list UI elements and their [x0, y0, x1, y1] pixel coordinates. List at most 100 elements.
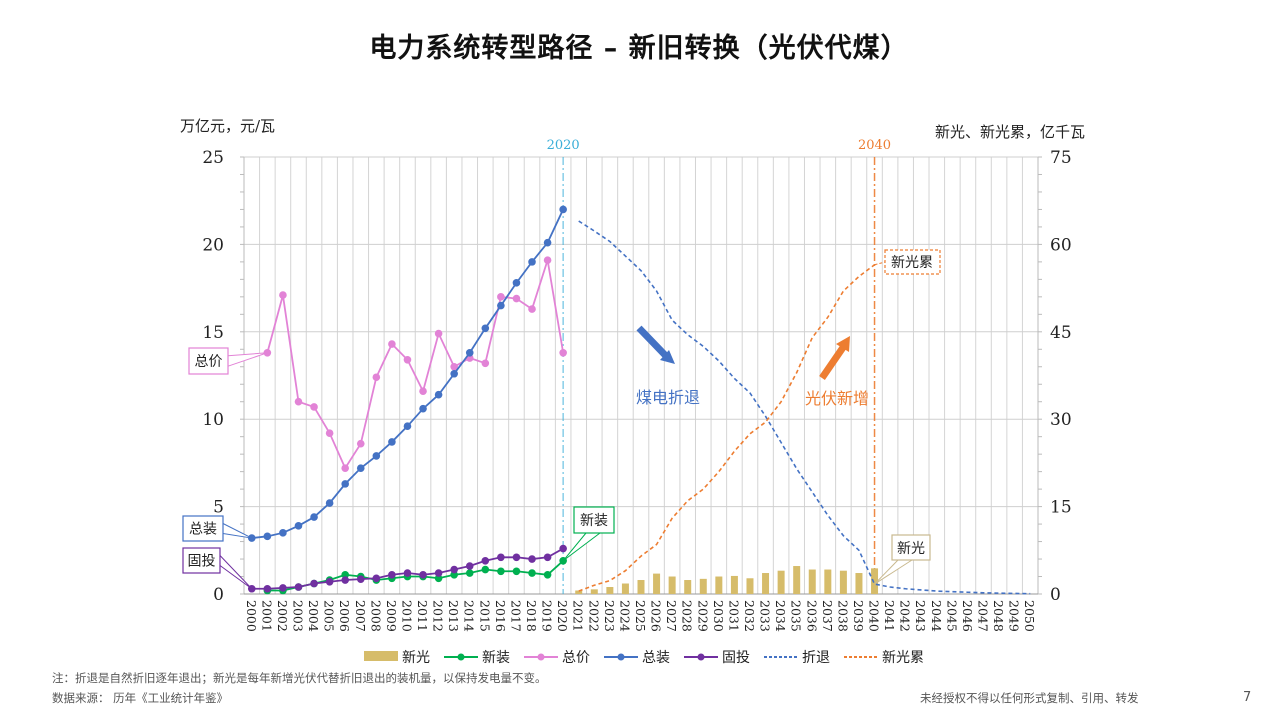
callout-pointer-固投 [219, 555, 253, 590]
data-point-固投 [372, 574, 381, 583]
data-point-总装 [325, 499, 334, 507]
series-line-折退 [578, 220, 1031, 595]
legend-swatch-新光 [364, 651, 398, 661]
callout-box-新光累 [884, 249, 941, 275]
legend-marker-固投 [697, 653, 705, 661]
pv-growth-arrow [819, 344, 847, 380]
data-point-总装 [528, 258, 536, 266]
data-point-固投 [263, 584, 272, 593]
legend-marker-总价 [537, 653, 545, 661]
bar-新光 [590, 589, 598, 594]
data-point-固投 [543, 553, 552, 562]
x-tick-label: 2037 [820, 600, 835, 632]
callout-pointer-新装 [562, 532, 601, 562]
bar-新光 [653, 573, 661, 594]
data-point-固投 [341, 576, 349, 584]
data-point-固投 [279, 584, 287, 592]
x-tick-label: 2003 [290, 600, 305, 632]
right-axis-tick-label: 45 [1050, 323, 1072, 343]
x-tick-label: 2038 [835, 600, 850, 632]
legend-label-总装: 总装 [642, 650, 670, 666]
x-tick-label: 2016 [493, 600, 508, 632]
callout-label-总价: 总价 [195, 354, 223, 370]
legend-label-总价: 总价 [562, 650, 590, 666]
bar-新光 [715, 576, 723, 594]
data-point-新装 [450, 570, 458, 579]
data-point-总装 [543, 238, 552, 247]
data-point-固投 [434, 569, 443, 577]
x-tick-label: 2039 [851, 600, 866, 632]
data-point-固投 [481, 556, 490, 565]
coal-decline-label: 煤电折退 [636, 388, 700, 407]
data-point-固投 [325, 577, 334, 586]
x-tick-label: 2043 [913, 600, 928, 632]
coal-decline-arrowhead [660, 350, 675, 364]
legend-label-新光: 新光 [402, 650, 430, 666]
x-tick-label: 2045 [944, 600, 959, 632]
x-tick-label: 2023 [602, 600, 617, 632]
data-point-总装 [388, 438, 396, 446]
bar-新光 [621, 583, 629, 594]
callout-label-固投: 固投 [188, 554, 216, 570]
callout-box-总装 [182, 515, 224, 542]
data-point-总装 [372, 452, 381, 460]
data-point-总装 [356, 464, 365, 472]
x-tick-label: 2035 [789, 600, 804, 632]
data-point-总价 [388, 340, 396, 348]
x-tick-label: 2047 [976, 600, 991, 632]
data-point-总装 [341, 480, 349, 488]
x-tick-label: 2044 [929, 600, 944, 632]
data-point-总价 [356, 439, 365, 448]
callout-box-总价 [188, 347, 229, 375]
bar-新光 [839, 570, 847, 594]
x-tick-label: 2036 [804, 600, 819, 632]
x-tick-label: 2042 [898, 600, 913, 632]
data-point-固投 [294, 583, 303, 591]
bar-新光 [730, 575, 738, 594]
left-axis-tick-label: 15 [202, 323, 224, 343]
left-axis-tick-label: 10 [202, 410, 224, 430]
x-tick-label: 2032 [742, 600, 757, 632]
data-point-新装 [481, 565, 490, 574]
data-point-总装 [263, 532, 272, 541]
data-point-新装 [465, 569, 474, 577]
x-tick-label: 2031 [726, 600, 741, 632]
callout-label-新光: 新光 [897, 541, 925, 557]
pv-growth-label: 光伏新增 [805, 389, 869, 408]
x-tick-label: 2025 [633, 600, 648, 632]
data-point-新装 [528, 569, 536, 577]
data-point-固投 [528, 555, 536, 563]
x-tick-label: 2014 [462, 600, 477, 632]
data-point-总价 [341, 464, 349, 472]
callout-pointer-总装 [222, 523, 253, 539]
data-source: 数据来源： 历年《工业统计年鉴》 [52, 691, 229, 705]
data-point-固投 [559, 544, 567, 553]
x-tick-label: 2017 [508, 600, 523, 632]
x-tick-label: 2006 [337, 600, 352, 632]
x-tick-label: 2009 [384, 600, 399, 632]
data-point-固投 [356, 575, 365, 583]
x-tick-label: 2004 [306, 600, 321, 632]
callout-label-新装: 新装 [580, 513, 608, 529]
data-point-固投 [403, 569, 412, 577]
data-point-总装 [403, 422, 412, 430]
bar-新光 [871, 568, 879, 594]
data-point-固投 [388, 570, 396, 579]
data-point-总价 [372, 373, 381, 382]
x-tick-label: 2008 [368, 600, 383, 632]
data-point-总装 [310, 513, 318, 521]
legend-label-新光累: 新光累 [882, 650, 924, 666]
x-tick-label: 2021 [571, 600, 586, 632]
left-axis-tick-label: 20 [202, 235, 224, 255]
bar-新光 [606, 587, 614, 594]
right-axis-tick-label: 0 [1050, 585, 1061, 605]
data-point-固投 [419, 570, 427, 579]
data-point-总价 [434, 329, 443, 338]
right-axis-title: 新光、新光累，亿千瓦 [935, 123, 1085, 141]
data-point-总装 [419, 404, 427, 413]
x-tick-label: 2022 [586, 600, 601, 632]
x-tick-label: 2000 [244, 600, 259, 632]
legend-label-固投: 固投 [722, 650, 750, 666]
callout-box-固投 [182, 547, 221, 574]
data-point-总价 [294, 397, 303, 406]
